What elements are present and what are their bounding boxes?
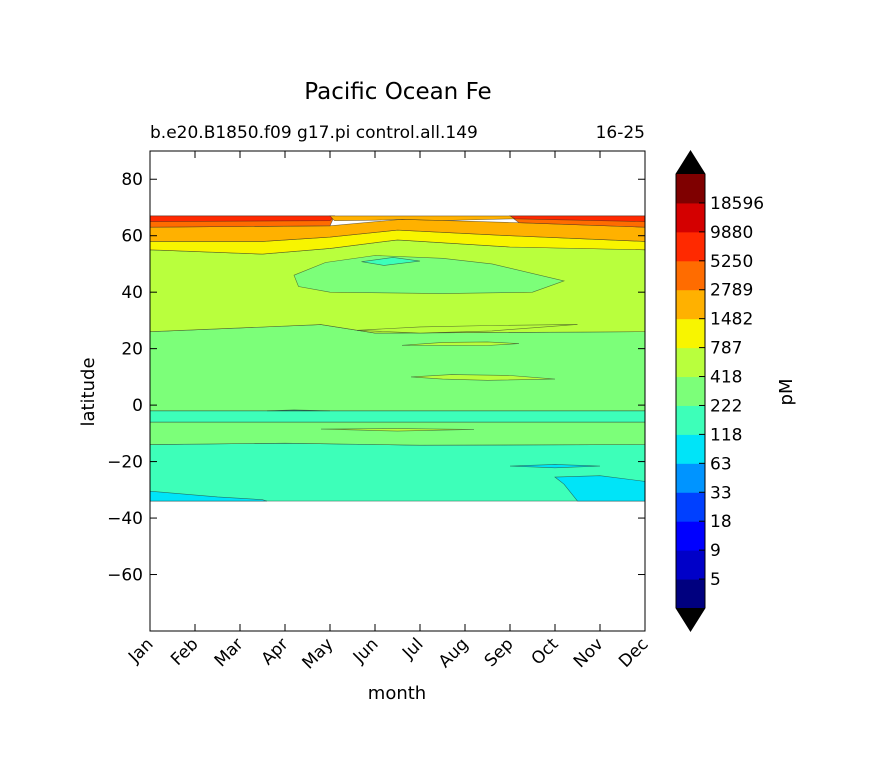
colorbar-tick-label: 33 [710,483,732,503]
contour-5250-9880-west [150,215,336,222]
contour-222-418 [150,324,645,412]
x-axis-label: month [368,683,426,704]
colorbar-tick-label: 9 [710,541,721,561]
y-tick-label: −20 [107,453,143,473]
colorbar-tick-label: 118 [710,425,742,445]
x-tick-label: Jan [124,634,157,667]
x-tick-label: Jun [349,634,383,668]
colorbar-label: pM [776,379,797,406]
contour-edge-equator [266,409,331,412]
x-tick-label: Feb [167,634,202,669]
colorbar-segment [676,463,705,493]
colorbar-tick-label: 9880 [710,223,753,243]
y-tick-label: 0 [132,396,143,416]
x-tick-label: Nov [570,634,608,672]
colorbar-tick-label: 2789 [710,281,753,301]
contour-63-118-se-spot [509,464,601,469]
x-tick-label: Aug [435,634,473,672]
colorbar-segment [676,174,705,204]
y-axis-label: latitude [78,357,99,426]
contour-63-118-se-corner [554,475,645,502]
colorbar-segment [676,318,705,349]
contour-118-222-equator [150,410,645,423]
contour-63-118-sw [150,490,268,502]
colorbar-tick-label: 1482 [710,310,753,330]
colorbar-segment [676,405,705,435]
plot-frame [149,150,646,632]
y-tick-label: 80 [121,170,143,190]
colorbar-tick-label: 222 [710,396,742,416]
contour-118-222-north-spot [361,257,421,266]
y-axis: 80 60 40 20 0 −20 −40 −60 [107,170,645,586]
colorbar-tick-label: 787 [710,339,742,359]
colorbar-segment [676,202,705,233]
colorbar-segment [676,521,705,551]
colorbar-segment [676,579,705,609]
x-tick-label: Dec [615,634,652,671]
contour-1482-2789-cap [329,215,516,222]
y-tick-label: 40 [121,283,143,303]
y-tick-label: 20 [121,340,143,360]
contour-418-787-sliver-b [401,341,520,346]
chart-title: Pacific Ocean Fe [304,79,491,105]
contour-222-418-north-patch [293,255,566,294]
x-tick-label: Jul [398,634,427,663]
colorbar-segment [676,376,705,406]
colorbar-tick-label: 5 [710,570,721,590]
x-tick-label: Sep [481,634,518,671]
contour-418-787-sliver-d [320,428,475,432]
colorbar-segment [676,260,705,291]
x-tick-label: Oct [528,634,563,669]
y-tick-label: −60 [107,566,143,586]
colorbar-segment [676,434,705,464]
chart-subtitle-left: b.e20.B1850.f09 g17.pi control.all.149 [150,123,478,143]
colorbar-tick-label: 5250 [710,252,753,272]
colorbar-segment [676,550,705,580]
x-tick-label: Mar [211,634,248,671]
colorbar-segment [676,347,705,378]
contour-fills [150,215,645,502]
y-tick-label: −40 [107,509,143,529]
colorbar-tick-label: 418 [710,368,742,388]
colorbar: 5 9 18 33 63 118 222 418 787 1482 2789 5250 9880 1859… [675,150,764,632]
y-tick-label: 60 [121,227,143,247]
contour-418-787-sliver-c [410,374,556,381]
colorbar-segment [676,492,705,522]
contour-222-418-south [150,421,645,446]
colorbar-outline [675,150,706,632]
colorbar-tick-label: 18596 [710,194,764,214]
colorbar-segment [676,231,705,262]
colorbar-segment [676,289,705,320]
colorbar-tick-label: 63 [710,454,732,474]
colorbar-tick-label: 18 [710,512,732,532]
x-tick-label: Apr [258,634,293,669]
chart-subtitle-right: 16-25 [596,123,645,143]
contour-418-787-sliver-a [356,324,578,334]
colorbar-extend-top [676,151,705,174]
x-tick-label: May [299,634,338,673]
colorbar-extend-bottom [676,608,705,631]
